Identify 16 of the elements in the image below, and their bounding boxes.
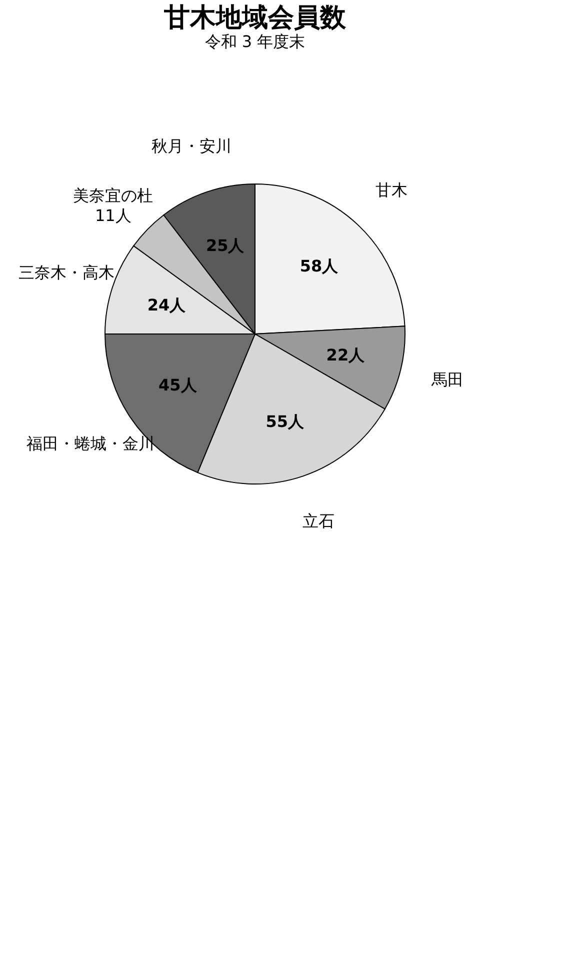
chart-title: 甘木地域会員数 — [163, 3, 347, 33]
slice-label: 福田・蜷城・金川 — [26, 434, 154, 454]
slice-label: 秋月・安川 — [151, 136, 232, 156]
data-label: 22人 — [326, 346, 366, 365]
slice-label: 三奈木・高木 — [18, 262, 115, 282]
slice-label: 美奈宜の杜 — [73, 186, 154, 205]
slice-label: 甘木 — [375, 180, 408, 200]
data-label: 11人 — [94, 206, 132, 225]
data-label: 24人 — [147, 295, 187, 314]
slice-label: 立石 — [302, 511, 335, 530]
slice-label: 馬田 — [430, 370, 464, 390]
data-label: 55人 — [266, 412, 306, 432]
data-label: 58人 — [300, 256, 340, 276]
data-label: 25人 — [206, 236, 246, 255]
chart-subtitle: 令和 3 年度末 — [204, 32, 306, 51]
data-label: 45人 — [158, 376, 198, 395]
